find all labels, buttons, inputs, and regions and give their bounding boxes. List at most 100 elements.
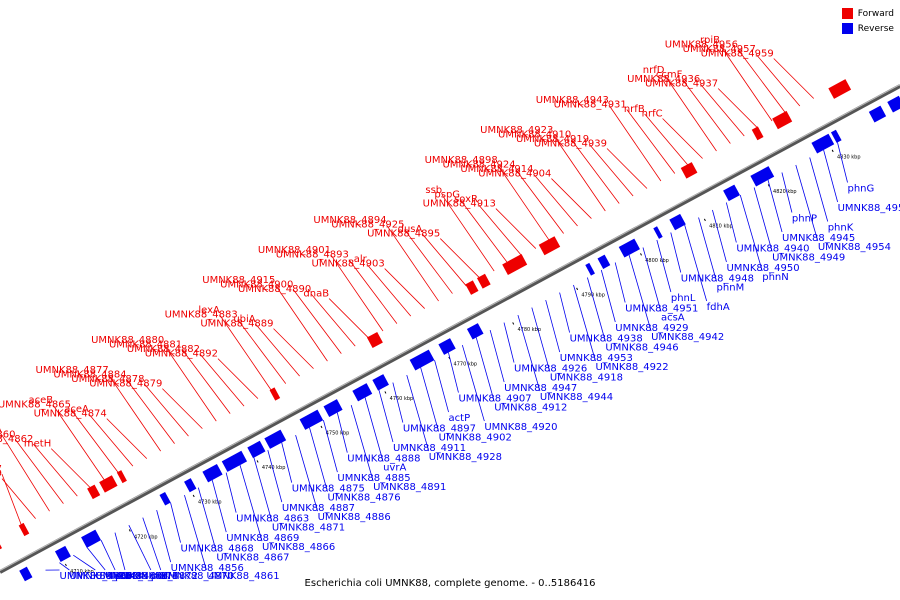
reverse-gene-label: phnG [848, 183, 875, 194]
forward-gene-label: UMNK88_4925 [331, 220, 404, 231]
leader-line [310, 293, 356, 347]
legend-forward: Forward [841, 8, 894, 19]
reverse-gene-label: UMNK88_4953 [560, 353, 633, 364]
tick-label: 4720 kbp [134, 534, 158, 540]
reverse-gene [247, 440, 266, 459]
leader-line [489, 329, 505, 383]
leader-line [725, 202, 737, 243]
leader-line [181, 349, 231, 414]
leader-line [237, 319, 287, 384]
leader-line [1, 474, 23, 527]
label-leader-lines [1, 44, 848, 571]
forward-gene-label: ssb [425, 185, 442, 196]
reverse-gene-label: UMNK88_4872 [125, 571, 198, 582]
leader-line [767, 179, 783, 233]
forward-gene [99, 475, 118, 493]
reverse-gene [372, 374, 389, 391]
forward-gene-label: UMNK88_4882 [127, 344, 200, 355]
leader-line [628, 254, 652, 332]
forward-gene-label: UMNK88_4889 [200, 319, 273, 330]
reverse-gene-label: UMNK88_4907 [458, 394, 531, 405]
leader-line [656, 239, 672, 293]
leader-line [434, 359, 449, 413]
forward-gene-label: UMNK88_4959 [701, 48, 774, 59]
leader-line [422, 233, 467, 287]
forward-gene [476, 273, 491, 289]
leader-line [626, 109, 676, 174]
leader-line [475, 337, 495, 402]
forward-gene-label: UMNK88_4931 [554, 100, 627, 111]
reverse-gene-label: UMNK88_4928 [429, 452, 502, 463]
forward-gene-label: metH [24, 439, 51, 450]
tick-mark [576, 287, 579, 291]
reverse-gene-label: actP [449, 413, 471, 424]
leader-line [795, 164, 819, 242]
forward-gene [465, 280, 479, 295]
forward-gene [751, 126, 764, 141]
legend-reverse: Reverse [841, 23, 894, 34]
reverse-gene-label: UMNK88_4926 [514, 364, 587, 375]
forward-gene-label: UMNK88_4903 [312, 259, 385, 270]
reverse-gene-label: phnN [762, 272, 789, 283]
leader-line [364, 397, 384, 462]
reverse-gene-label: fdhA [707, 302, 730, 313]
reverse-gene-label: UMNK88_4873 [105, 571, 178, 582]
reverse-gene-label: UMNK88_4866 [262, 542, 335, 553]
reverse-gene [264, 429, 287, 449]
reverse-gene [221, 450, 248, 472]
forward-gene-label: UMNK88_4877 [36, 365, 109, 376]
leader-line [495, 208, 537, 249]
leader-line [86, 547, 106, 571]
leader-line [323, 419, 338, 473]
leader-line [497, 164, 551, 242]
leader-line [392, 382, 404, 423]
forward-gene-label: UMNK88_4880 [91, 335, 164, 346]
forward-gene-label: metA [0, 425, 2, 436]
reverse-gene [438, 338, 456, 355]
leader-line [225, 472, 237, 513]
leader-line [515, 169, 564, 234]
forward-gene-label: UMNK88_4924 [442, 160, 515, 171]
reverse-swatch [841, 23, 853, 34]
forward-gene-label: aceA [64, 404, 89, 415]
tick-mark [512, 322, 515, 325]
reverse-gene [202, 463, 223, 483]
leader-line [309, 427, 328, 492]
leader-line [600, 269, 616, 323]
leader-line [255, 323, 300, 377]
forward-gene-label: UMNK88_4860 [0, 430, 15, 441]
leader-line [459, 199, 509, 264]
forward-gene-label: UMNK88_4892 [145, 349, 218, 360]
leader-line [448, 352, 459, 393]
leader-line [588, 143, 634, 197]
reverse-gene [887, 95, 900, 113]
leader-line [441, 194, 495, 272]
leader-line [698, 217, 717, 282]
reverse-gene [585, 262, 595, 276]
reverse-gene-label: purH [151, 571, 175, 582]
leader-line [70, 409, 120, 474]
reverse-gene-label: UMNK88_4912 [494, 403, 567, 414]
leader-line [219, 314, 273, 392]
reverse-gene-label: phnL [671, 293, 696, 304]
reverse-gene-label: UMNK88_4942 [651, 332, 724, 343]
reverse-gene-label: UMNK88_4876 [328, 493, 401, 504]
leader-line [781, 172, 793, 213]
leader-line [267, 450, 283, 503]
forward-gene-label: UMNK88_4913 [423, 199, 496, 210]
forward-gene-label: UMNK88_4943 [536, 95, 609, 106]
forward-gene [502, 254, 528, 275]
forward-gene-label: soxR [454, 194, 478, 205]
leader-line [275, 284, 328, 362]
reverse-gene-label: UMNK88_4946 [605, 343, 678, 354]
leader-line [461, 344, 485, 422]
reverse-gene-label: UMNK88_4911 [393, 443, 466, 454]
forward-gene-label: lexA [198, 305, 220, 316]
reverse-gene-label: UMNK88_4918 [550, 373, 623, 384]
leader-line [328, 298, 370, 339]
tick-label: 4730 kbp [198, 500, 222, 506]
leader-line [163, 344, 217, 422]
leader-line [217, 358, 259, 399]
forward-gene-label: nrfD [643, 65, 665, 76]
leader-line [682, 79, 731, 144]
